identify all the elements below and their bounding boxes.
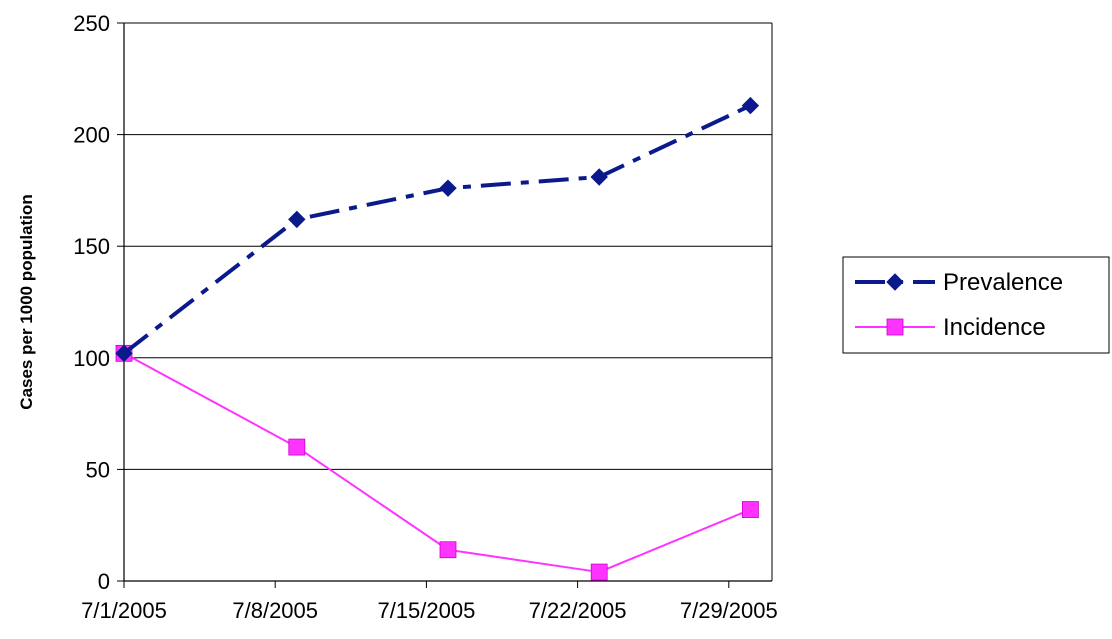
legend-swatch-marker	[886, 273, 904, 291]
prevalence-point	[590, 168, 608, 186]
prevalence-point	[115, 344, 133, 363]
incidence-point	[742, 501, 759, 518]
prevalence-line	[122, 103, 752, 355]
x-tick-label: 7/8/2005	[232, 598, 318, 623]
gridlines	[124, 22, 773, 581]
y-tick-label: 250	[73, 11, 110, 36]
y-tick-label: 0	[98, 569, 110, 594]
axes	[117, 22, 772, 588]
series-incidence	[115, 344, 759, 581]
legend-box	[842, 256, 1110, 354]
y-tick-label: 100	[73, 346, 110, 371]
y-axis-title: Cases per 1000 population	[17, 194, 36, 409]
incidence-point	[288, 438, 306, 456]
x-tick-label: 7/15/2005	[377, 598, 475, 623]
series-prevalence	[115, 96, 760, 363]
x-tick-label: 7/29/2005	[680, 598, 778, 623]
x-tick-label: 7/22/2005	[529, 598, 627, 623]
incidence-line	[123, 352, 751, 574]
y-tick-labels: 0 50 100 150 200 250	[73, 11, 110, 594]
x-tick-label: 7/1/2005	[81, 598, 167, 623]
incidence-point	[590, 563, 608, 581]
legend-item-incidence: Incidence	[855, 314, 1046, 341]
prevalence-point	[741, 96, 760, 115]
legend-label: Incidence	[943, 314, 1046, 341]
y-tick-label: 50	[86, 457, 110, 482]
legend-label: Prevalence	[943, 269, 1063, 296]
x-tick-labels: 7/1/2005 7/8/2005 7/15/2005 7/22/2005 7/29/2…	[81, 598, 778, 623]
series-layer	[115, 96, 760, 581]
prevalence-point	[288, 210, 306, 229]
legend-swatch-marker	[886, 318, 904, 336]
legend-item-prevalence: Prevalence	[855, 269, 1063, 296]
legend: Prevalence Incidence	[842, 256, 1110, 354]
incidence-point	[439, 541, 457, 559]
y-tick-label: 200	[73, 123, 110, 148]
y-tick-label: 150	[73, 234, 110, 259]
prevalence-point	[439, 179, 457, 197]
